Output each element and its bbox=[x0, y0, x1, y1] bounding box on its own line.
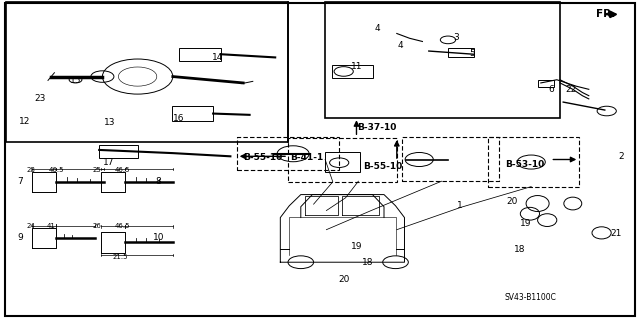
Text: 3: 3 bbox=[453, 33, 458, 42]
Bar bbox=[172, 106, 213, 121]
Text: B-55-10: B-55-10 bbox=[243, 153, 282, 162]
Text: 19: 19 bbox=[520, 219, 532, 228]
Text: 46.5: 46.5 bbox=[115, 223, 131, 229]
Bar bbox=[99, 145, 138, 158]
Bar bbox=[6, 2, 288, 142]
Text: 25: 25 bbox=[93, 167, 102, 173]
Bar bbox=[179, 48, 221, 61]
Text: 21.5: 21.5 bbox=[113, 254, 128, 260]
Text: 24: 24 bbox=[26, 223, 35, 229]
Bar bbox=[448, 48, 474, 57]
Text: 4: 4 bbox=[375, 24, 380, 33]
Text: 17: 17 bbox=[103, 158, 115, 167]
Text: 18: 18 bbox=[362, 258, 374, 267]
Text: B-55-10: B-55-10 bbox=[363, 162, 402, 171]
Text: 41: 41 bbox=[47, 223, 56, 229]
Text: 16: 16 bbox=[173, 114, 185, 123]
Text: 14: 14 bbox=[212, 53, 223, 62]
Bar bbox=[288, 138, 397, 182]
Bar bbox=[402, 137, 499, 181]
Text: 12: 12 bbox=[19, 117, 30, 126]
Bar bbox=[325, 2, 560, 118]
Text: 18: 18 bbox=[514, 245, 525, 254]
Text: 22: 22 bbox=[565, 85, 577, 94]
Text: B-37-10: B-37-10 bbox=[357, 123, 397, 132]
Text: 10: 10 bbox=[153, 233, 164, 242]
Bar bbox=[488, 137, 579, 187]
Text: 7: 7 bbox=[18, 177, 23, 186]
Text: 28: 28 bbox=[26, 167, 35, 173]
Text: 23: 23 bbox=[34, 94, 45, 103]
Text: 20: 20 bbox=[339, 275, 350, 284]
Text: 11: 11 bbox=[351, 63, 362, 71]
Text: 1: 1 bbox=[457, 201, 462, 210]
Bar bbox=[538, 80, 554, 87]
Text: B-41-1: B-41-1 bbox=[290, 153, 323, 162]
Text: 20: 20 bbox=[506, 197, 518, 206]
Text: 26: 26 bbox=[93, 223, 102, 229]
Text: 4: 4 bbox=[397, 41, 403, 50]
Text: FR.: FR. bbox=[596, 9, 616, 19]
Text: 13: 13 bbox=[104, 118, 116, 127]
Text: 21: 21 bbox=[610, 229, 621, 238]
Text: 6: 6 bbox=[549, 85, 554, 94]
Text: 2: 2 bbox=[618, 152, 623, 161]
Text: 19: 19 bbox=[351, 242, 363, 251]
Text: 15: 15 bbox=[70, 76, 81, 85]
Text: 8: 8 bbox=[156, 177, 161, 186]
Bar bbox=[332, 65, 373, 78]
Text: 9: 9 bbox=[18, 233, 23, 242]
Bar bbox=[237, 137, 339, 170]
Text: B-53-10: B-53-10 bbox=[506, 160, 545, 169]
Bar bbox=[325, 152, 360, 172]
Text: 46.5: 46.5 bbox=[115, 167, 131, 173]
Text: 5: 5 bbox=[469, 49, 474, 58]
Text: SV43-B1100C: SV43-B1100C bbox=[505, 293, 557, 302]
Text: 46.5: 46.5 bbox=[49, 167, 64, 173]
